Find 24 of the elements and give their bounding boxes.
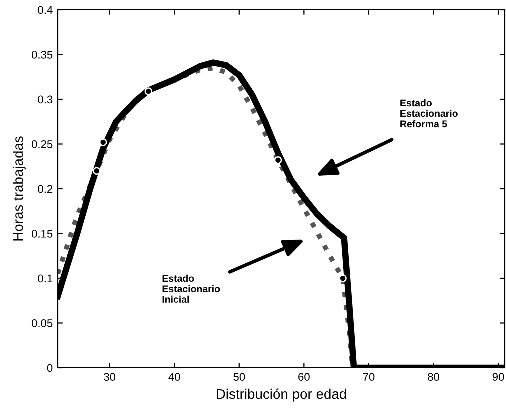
point xyxy=(274,156,282,164)
y-tick-label: 0.25 xyxy=(32,140,53,148)
x-axis-title: Distribución por edad xyxy=(217,388,346,402)
y-tick-label: 0.35 xyxy=(32,51,53,59)
point xyxy=(339,274,347,282)
x-tick-label: 50 xyxy=(234,373,246,382)
y-tick-label: 0.05 xyxy=(32,320,53,328)
point xyxy=(144,88,153,96)
y-tick-label: 0.4 xyxy=(38,6,53,14)
x-tick-label: 30 xyxy=(104,373,116,382)
x-tick-label: 40 xyxy=(168,373,180,382)
y-axis-title: Horas trabajadas xyxy=(13,136,26,241)
y-tick-label: 0.3 xyxy=(38,96,53,104)
x-tick-label: 90 xyxy=(492,373,504,382)
y-tick-label: 0.2 xyxy=(38,185,53,194)
annotation: Estado Estacionario Inicial xyxy=(162,274,220,304)
y-tick-label: 0.1 xyxy=(38,274,53,283)
annotation: Estado Estacionario Reforma 5 xyxy=(400,100,458,128)
point xyxy=(92,167,101,175)
y-tick-label: 0 xyxy=(47,364,53,372)
x-tick-label: 70 xyxy=(363,373,375,382)
x-tick-label: 60 xyxy=(298,373,310,382)
y-tick-label: 0.15 xyxy=(32,230,53,238)
x-tick-label: 80 xyxy=(428,373,440,382)
